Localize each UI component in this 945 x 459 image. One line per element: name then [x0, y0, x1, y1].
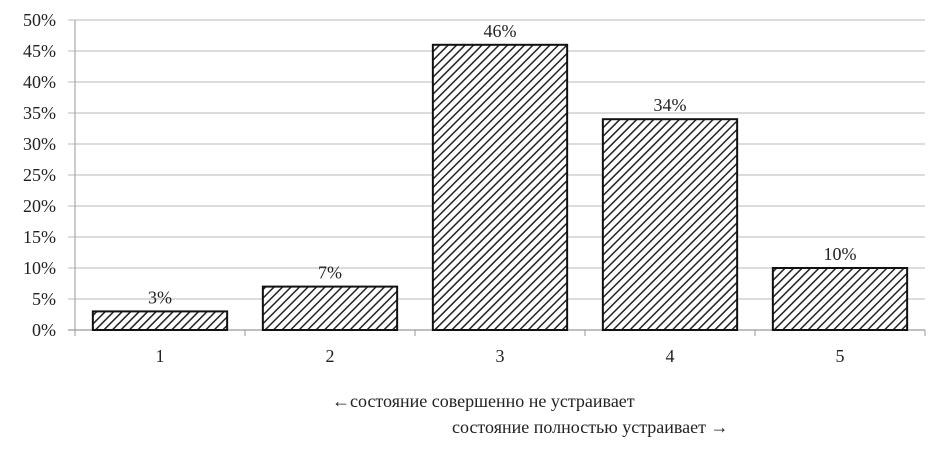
x-tick-label: 5 — [836, 346, 845, 366]
data-label: 10% — [824, 244, 857, 264]
x-tick-label: 3 — [496, 346, 505, 366]
y-tick-label: 5% — [32, 289, 56, 309]
y-tick-label: 15% — [23, 227, 56, 247]
bars — [91, 43, 909, 332]
data-label: 46% — [484, 21, 517, 41]
data-label: 3% — [148, 287, 172, 307]
y-tick-label: 25% — [23, 165, 56, 185]
x-tick-label: 2 — [326, 346, 335, 366]
y-tick-label: 10% — [23, 258, 56, 278]
y-tick-label: 40% — [23, 72, 56, 92]
y-tick-label: 35% — [23, 103, 56, 123]
bar-2 — [261, 285, 399, 332]
bar-3 — [431, 43, 569, 332]
y-tick-label: 50% — [23, 10, 56, 30]
x-tick-label: 4 — [666, 346, 675, 366]
data-label: 7% — [318, 263, 342, 283]
y-tick-label: 20% — [23, 196, 56, 216]
data-label: 34% — [654, 95, 687, 115]
data-labels: 3% 7% 46% 34% 10% — [148, 21, 857, 308]
x-tick-label: 1 — [156, 346, 165, 366]
bar-4 — [601, 118, 739, 331]
annotation-right: состояние полностью устраивает → — [452, 417, 729, 437]
y-axis-ticks: 0% 5% 10% 15% 20% 25% 30% 35% 40% 45% 50% — [23, 10, 56, 340]
x-axis-ticks: 1 2 3 4 5 — [156, 330, 926, 366]
annotation-left: ←состояние совершенно не устраивает — [332, 391, 635, 411]
bar-5 — [771, 267, 909, 331]
y-tick-label: 30% — [23, 134, 56, 154]
y-tick-label: 0% — [32, 320, 56, 340]
y-tick-label: 45% — [23, 41, 56, 61]
bar-1 — [91, 310, 229, 331]
